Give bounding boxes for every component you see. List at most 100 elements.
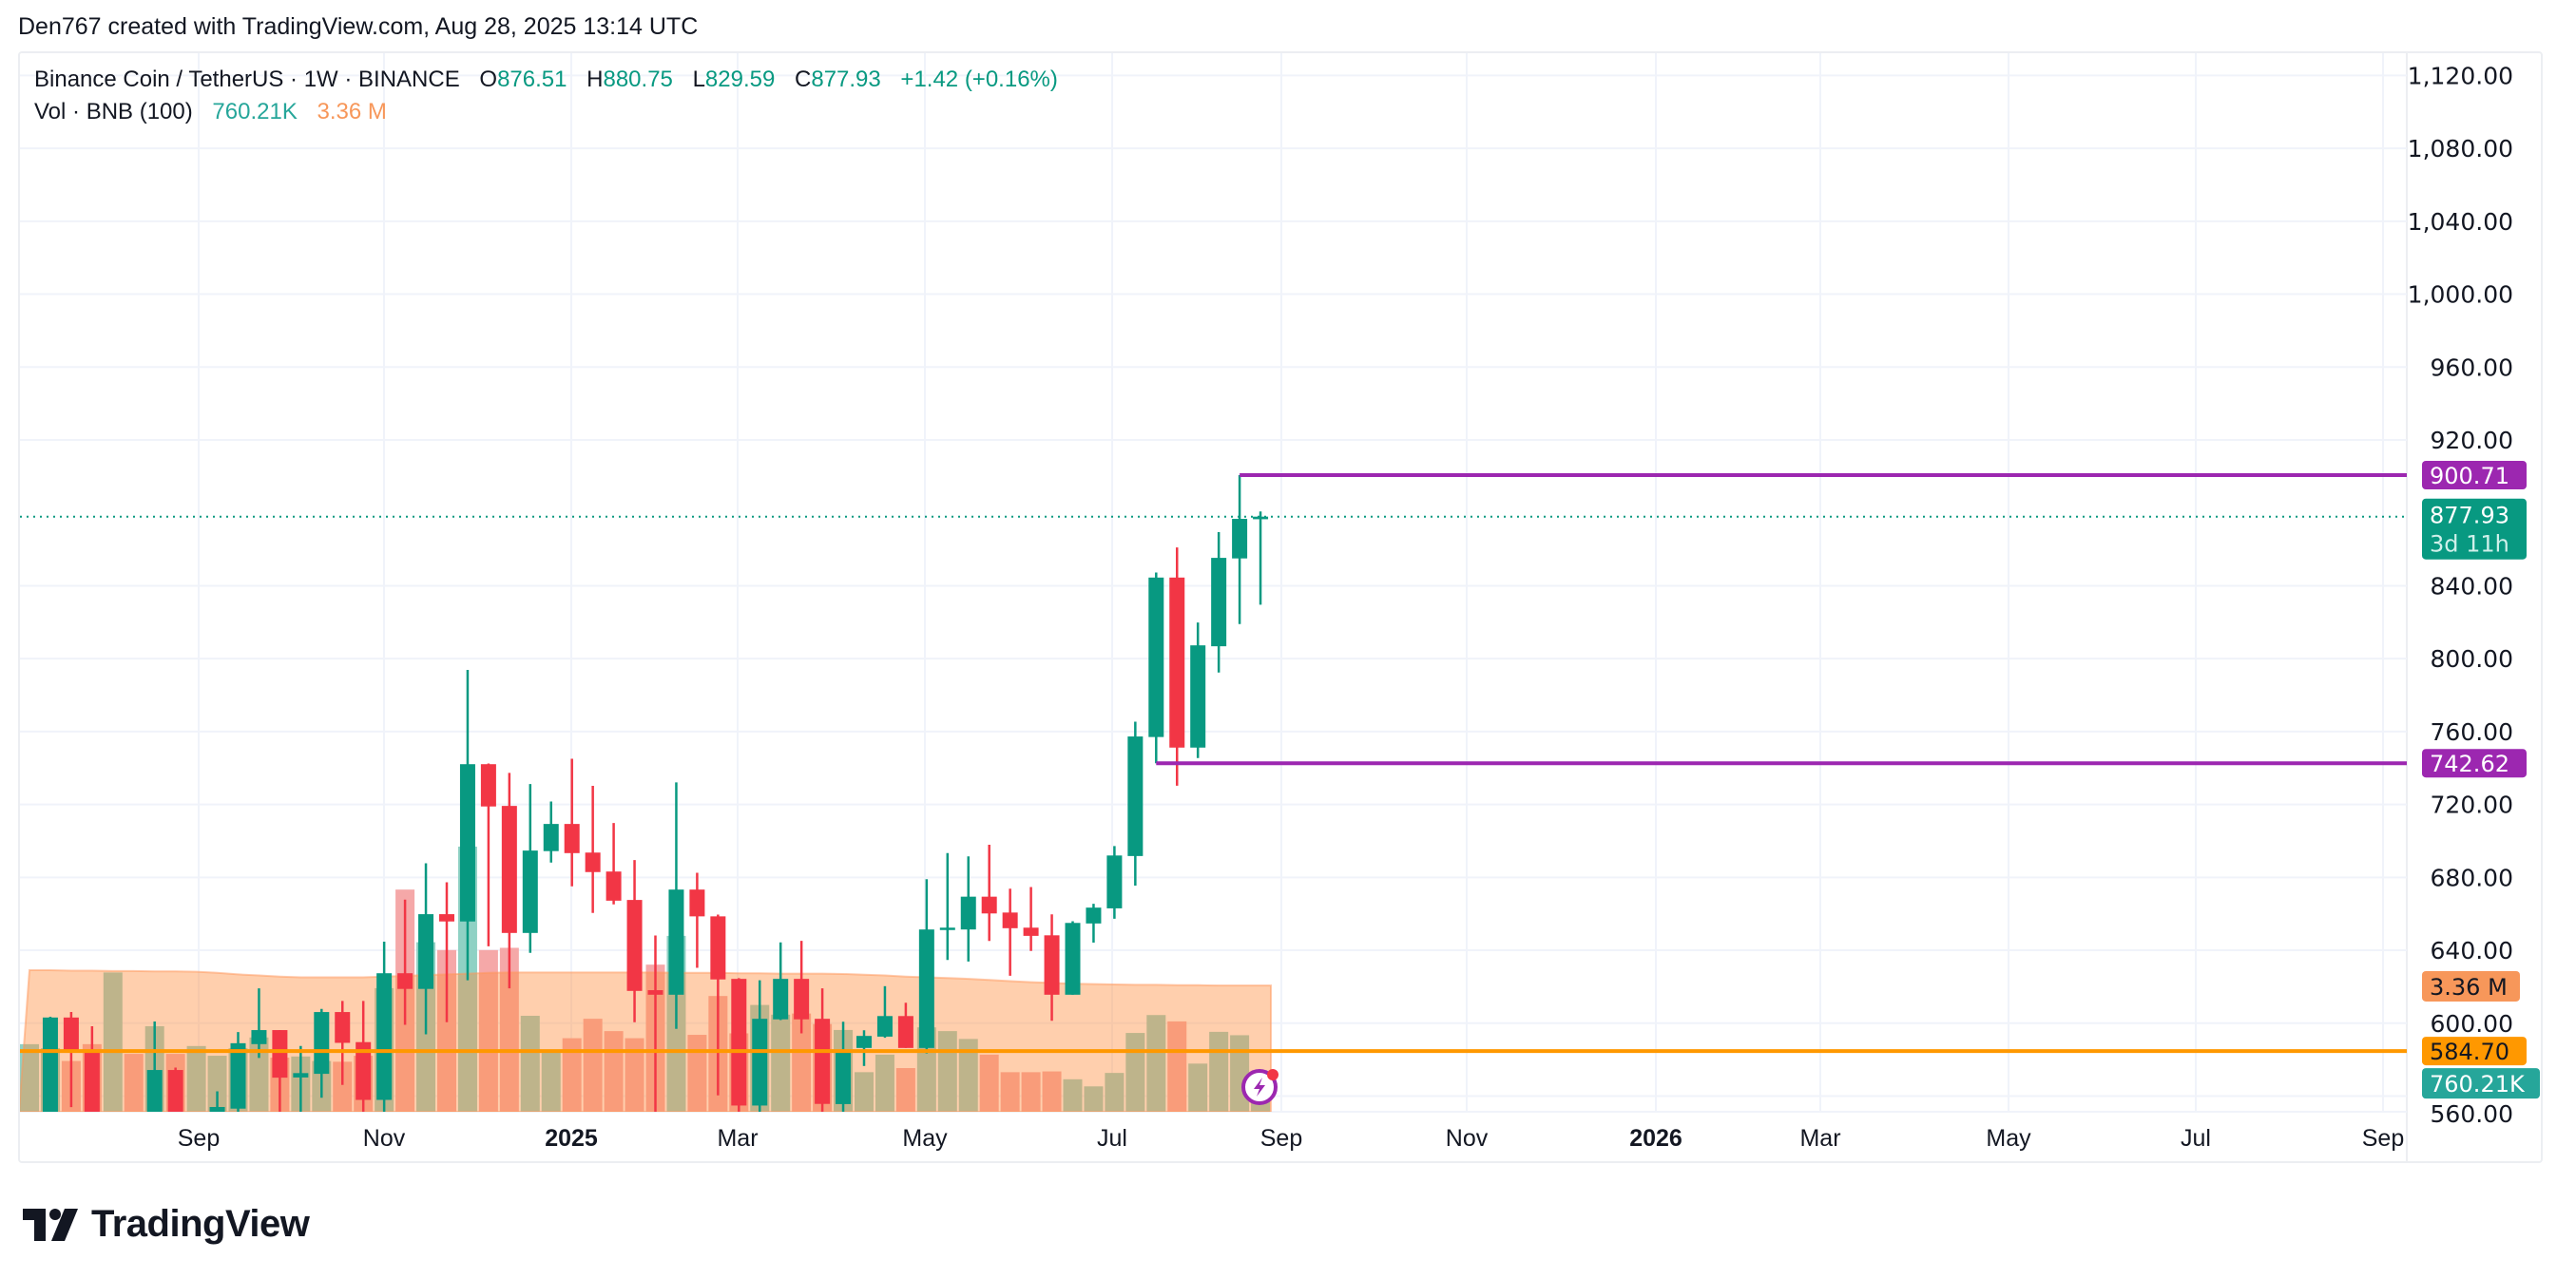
volume-bar: [958, 1039, 978, 1112]
time-tick-label: Sep: [1260, 1125, 1302, 1152]
volume-bar: [541, 1052, 561, 1112]
time-tick-label: Nov: [363, 1125, 406, 1152]
open-label: O: [479, 67, 498, 92]
volume-bar: [520, 1015, 540, 1112]
chart-credit: Den767 created with TradingView.com, Aug…: [18, 13, 699, 40]
candle-body: [63, 1017, 79, 1053]
candle: [376, 942, 393, 1112]
price-tick-label: 920.00: [2431, 427, 2513, 454]
candle-body: [668, 889, 684, 995]
candle: [272, 1030, 288, 1112]
volume-bar: [103, 972, 123, 1112]
volume-bar: [895, 1068, 915, 1112]
candle-body: [794, 979, 810, 1020]
candle-body: [981, 896, 997, 914]
candle-body: [293, 1073, 309, 1078]
volume-bar: [499, 947, 519, 1112]
candle: [836, 1021, 852, 1112]
price-tick-label: 1,120.00: [2408, 62, 2513, 89]
candle-body: [480, 764, 496, 807]
volume-bar: [1021, 1072, 1041, 1112]
price-axis[interactable]: 1,120.00 1,080.00 1,040.00 1,000.00 960.00 92…: [2408, 62, 2513, 1128]
tradingview-logo-text: TradingView: [91, 1203, 310, 1245]
candle: [1023, 887, 1039, 951]
candle: [1190, 622, 1206, 758]
candle: [1148, 572, 1164, 764]
volume-last-badge: [2422, 1068, 2540, 1099]
price-tick-label: 560.00: [2431, 1100, 2513, 1128]
level-price-badge: [2422, 460, 2527, 489]
candle: [1253, 511, 1269, 605]
price-tick-label: 640.00: [2431, 937, 2513, 964]
candle: [543, 801, 559, 863]
candle: [439, 882, 454, 1022]
price-tick-label: 1,080.00: [2408, 135, 2513, 162]
candle-body: [42, 1017, 58, 1112]
time-tick-label: Mar: [717, 1125, 758, 1152]
candle-body: [773, 979, 789, 1020]
candle-body: [418, 914, 434, 989]
candle: [63, 1012, 79, 1108]
volume-bar: [855, 1072, 874, 1112]
volume-last-badge-text: 760.21K: [2430, 1071, 2526, 1098]
candle: [606, 823, 622, 905]
volume-bar: [207, 1056, 227, 1112]
volume-bar: [916, 1027, 936, 1112]
candle-body: [1086, 907, 1102, 924]
candle-body: [856, 1036, 872, 1048]
volume-bar: [124, 1054, 144, 1112]
candle-body: [543, 824, 559, 851]
candle: [918, 879, 934, 1054]
candle: [897, 1002, 913, 1048]
candle: [397, 899, 413, 1025]
volume-bar: [1084, 1086, 1104, 1112]
candle: [418, 863, 434, 1035]
candle-body: [1190, 645, 1206, 748]
candle: [856, 1030, 872, 1066]
price-tick-label: 1,040.00: [2408, 208, 2513, 236]
candle-body: [314, 1012, 330, 1075]
volume-bar: [186, 1045, 206, 1112]
volume-pane: [20, 846, 1273, 1112]
volume-bar: [875, 1054, 894, 1112]
candle-body: [209, 1106, 225, 1112]
candle-body: [397, 973, 413, 989]
time-tick-label: Mar: [1799, 1125, 1840, 1152]
lightning-icon[interactable]: [1241, 1069, 1278, 1105]
volume-bar: [1146, 1015, 1166, 1112]
volume-bar: [979, 1054, 999, 1112]
candle-body: [731, 979, 747, 1106]
candle: [42, 1017, 58, 1112]
candle: [710, 914, 726, 1096]
tradingview-logo[interactable]: TradingView: [23, 1203, 310, 1246]
candle: [564, 758, 580, 887]
tradingview-logo-icon: [23, 1208, 78, 1241]
price-tick-label: 960.00: [2431, 353, 2513, 381]
candle-body: [564, 824, 580, 853]
time-tick-label: May: [902, 1125, 948, 1152]
candle-body: [836, 1050, 852, 1104]
candle-body: [752, 1019, 768, 1106]
candle-body: [1148, 577, 1164, 737]
candle-body: [876, 1016, 893, 1037]
candle-body: [1044, 935, 1060, 995]
candle: [230, 1032, 246, 1112]
time-tick-label: Jul: [2181, 1125, 2211, 1152]
candle-body: [960, 896, 976, 930]
candle-body: [439, 914, 454, 922]
volume-bar: [771, 1014, 791, 1112]
price-tick-label: 600.00: [2431, 1010, 2513, 1038]
candle-body: [1023, 927, 1039, 936]
horizontal-levels[interactable]: [20, 472, 2407, 1054]
candle-body: [1169, 577, 1185, 748]
candle: [1065, 921, 1081, 995]
level-price-badge-text: 742.62: [2430, 751, 2509, 777]
time-axis[interactable]: Sep Nov 2025 Mar May Jul Sep Nov 2026 Mar May Jul Se…: [178, 1125, 2404, 1152]
last-price-badge: [2422, 498, 2527, 560]
volume-label[interactable]: Vol · BNB (100): [34, 99, 193, 124]
volume-bar: [1105, 1073, 1125, 1112]
level-price-badge-text: 584.70: [2430, 1039, 2509, 1065]
volume-legend: Vol · BNB (100) 760.21K 3.36 M: [34, 99, 387, 125]
symbol-name[interactable]: Binance Coin / TetherUS · 1W · BINANCE: [34, 67, 460, 92]
